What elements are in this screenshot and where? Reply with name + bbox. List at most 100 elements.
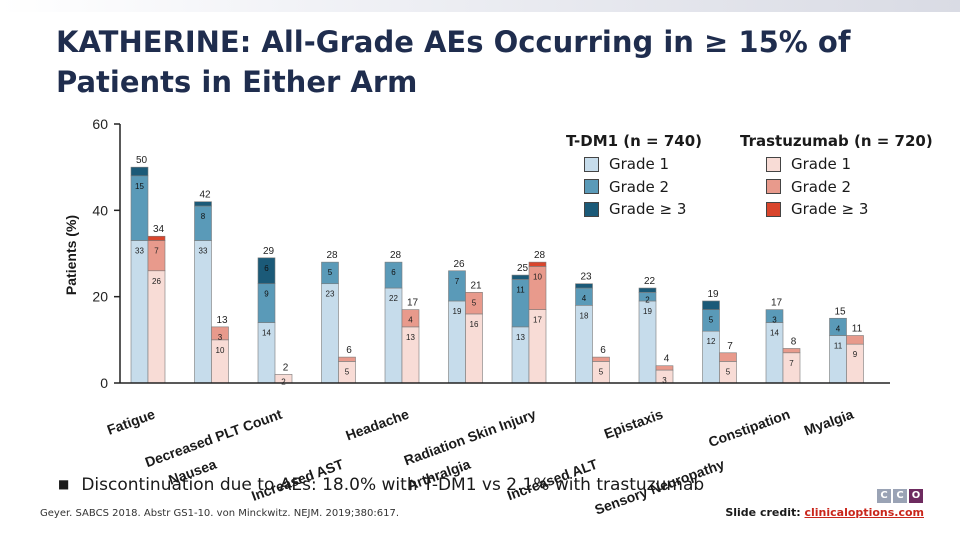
tdm1-bar-g3 (511, 274, 530, 280)
trastuzumab-total-label: 6 (600, 345, 606, 356)
tdm1-label-g2: 5 (328, 268, 333, 277)
discontinuation-bullet: ■ Discontinuation due to AEs: 18.0% with … (58, 475, 704, 495)
trastuzumab-bar-g2 (211, 326, 229, 341)
legend-label: Grade 2 (791, 177, 852, 196)
citation: Geyer. SABCS 2018. Abstr GS1-10. von Min… (40, 508, 399, 519)
trastuzumab-label-g2: 4 (408, 316, 413, 325)
tdm1-total-label: 19 (707, 289, 719, 300)
legend-label: Grade 1 (609, 155, 670, 174)
tdm1-bar-g3 (575, 283, 593, 289)
legend-label: Grade 1 (791, 155, 852, 174)
tdm1-total-label: 29 (263, 246, 275, 257)
credit-link[interactable]: clinicaloptions.com (804, 506, 925, 519)
tdm1-total-label: 15 (834, 306, 846, 317)
tdm1-total-label: 50 (136, 155, 148, 166)
x-category-label: Myalgia (802, 406, 856, 439)
tdm1-bar-g2 (321, 261, 339, 285)
legend-swatch (584, 201, 599, 217)
slide-credit: Slide credit: clinicaloptions.com (725, 506, 924, 519)
trastuzumab-total-label: 11 (852, 324, 863, 335)
tdm1-bar-g3 (130, 166, 149, 177)
tdm1-label-g1: 23 (326, 290, 335, 299)
y-tick-label: 60 (92, 116, 108, 132)
tdm1-bar-g3 (702, 300, 720, 310)
legend-tdm1-grade3: Grade ≥ 3 (566, 198, 702, 221)
trastuzumab-label-g1: 5 (726, 367, 731, 376)
tdm1-label-g1: 14 (262, 329, 271, 338)
legend-label: Grade ≥ 3 (609, 200, 687, 219)
legend-swatch (766, 156, 781, 172)
trastuzumab-bar-g2 (592, 356, 610, 362)
trastuzumab-total-label: 7 (727, 341, 733, 352)
trastuzumab-label-g1: 17 (533, 316, 542, 325)
legend-swatch (766, 201, 781, 217)
trastuzumab-bar-g2 (846, 335, 864, 345)
x-category-label: Constipation (706, 406, 792, 450)
trastuzumab-total-label: 34 (153, 224, 165, 235)
credit-label: Slide credit: (725, 506, 801, 519)
trastuzumab-bar-g1 (782, 352, 801, 384)
tdm1-bar-g1 (130, 240, 149, 384)
legend-tdm1-grade2: Grade 2 (566, 176, 702, 199)
tdm1-label-g2: 11 (516, 285, 525, 294)
trastuzumab-total-label: 17 (407, 298, 419, 309)
tdm1-label-g2: 8 (201, 212, 206, 221)
tdm1-label-g1: 14 (770, 329, 779, 338)
trastuzumab-label-g1: 9 (853, 350, 858, 359)
tdm1-label-g2: 4 (836, 324, 841, 333)
trastuzumab-bar-g2 (338, 356, 356, 362)
tdm1-bar-g2 (384, 261, 403, 289)
tdm1-total-label: 26 (453, 259, 465, 270)
trastuzumab-bar-g3 (528, 261, 547, 267)
legend-trastuzumab: Trastuzumab (n = 720) Grade 1 Grade 2 Gr… (740, 132, 933, 221)
legend-trast-grade2: Grade 2 (740, 176, 933, 199)
trastuzumab-bar-g2 (782, 348, 801, 354)
tdm1-bar-g3 (257, 257, 276, 285)
trastuzumab-bar-g2 (719, 352, 737, 362)
trastuzumab-label-g1: 7 (789, 359, 794, 368)
trastuzumab-total-label: 4 (664, 354, 670, 365)
tdm1-label-g1: 33 (135, 247, 144, 256)
trastuzumab-bar-g2 (655, 365, 674, 371)
tdm1-total-label: 42 (199, 190, 211, 201)
legend-trast-grade1: Grade 1 (740, 153, 933, 176)
trastuzumab-label-g1: 13 (406, 333, 415, 342)
tdm1-label-g2: 3 (772, 316, 777, 325)
legend-label: Grade 2 (609, 177, 670, 196)
trastuzumab-total-label: 2 (283, 362, 289, 373)
y-tick-label: 0 (100, 375, 108, 391)
tdm1-label-g1: 18 (580, 311, 589, 320)
tdm1-label-g1: 13 (516, 333, 525, 342)
legend-tdm1: T-DM1 (n = 740) Grade 1 Grade 2 Grade ≥ … (566, 132, 702, 221)
tdm1-bar-g2 (448, 270, 466, 302)
bullet-text: Discontinuation due to AEs: 18.0% with T… (81, 475, 705, 495)
tdm1-label-g1: 12 (707, 337, 716, 346)
square-bullet-icon: ■ (58, 477, 70, 491)
x-category-label: Epistaxis (602, 406, 665, 442)
tdm1-label-g2: 4 (582, 294, 587, 303)
trastuzumab-label-g1: 5 (345, 367, 350, 376)
trastuzumab-label-g1: 26 (152, 277, 161, 286)
tdm1-label-g2: 6 (391, 268, 396, 277)
trastuzumab-label-g1: 5 (599, 367, 604, 376)
tdm1-label-g2: 9 (264, 290, 269, 299)
tdm1-label-g1: 22 (389, 294, 398, 303)
trastuzumab-total-label: 21 (470, 280, 482, 291)
tdm1-label-g2: 15 (135, 182, 144, 191)
legend-tdm1-grade1: Grade 1 (566, 153, 702, 176)
logo-letter: C (877, 489, 891, 503)
trastuzumab-bar-g3 (147, 235, 166, 241)
tdm1-label-g2: 2 (645, 295, 650, 304)
tdm1-total-label: 17 (771, 298, 783, 309)
trastuzumab-total-label: 28 (534, 250, 546, 261)
slide-title: KATHERINE: All-Grade AEs Occurring in ≥ … (56, 25, 851, 99)
trastuzumab-label-g1: 10 (216, 346, 225, 355)
tdm1-bar-g2 (829, 317, 847, 336)
trastuzumab-label-g2: 10 (533, 272, 542, 281)
legend-swatch (584, 179, 599, 195)
tdm1-label-g1: 11 (834, 342, 843, 351)
trastuzumab-label-g1: 2 (281, 377, 286, 386)
tdm1-total-label: 28 (390, 250, 402, 261)
trastuzumab-total-label: 13 (216, 315, 228, 326)
